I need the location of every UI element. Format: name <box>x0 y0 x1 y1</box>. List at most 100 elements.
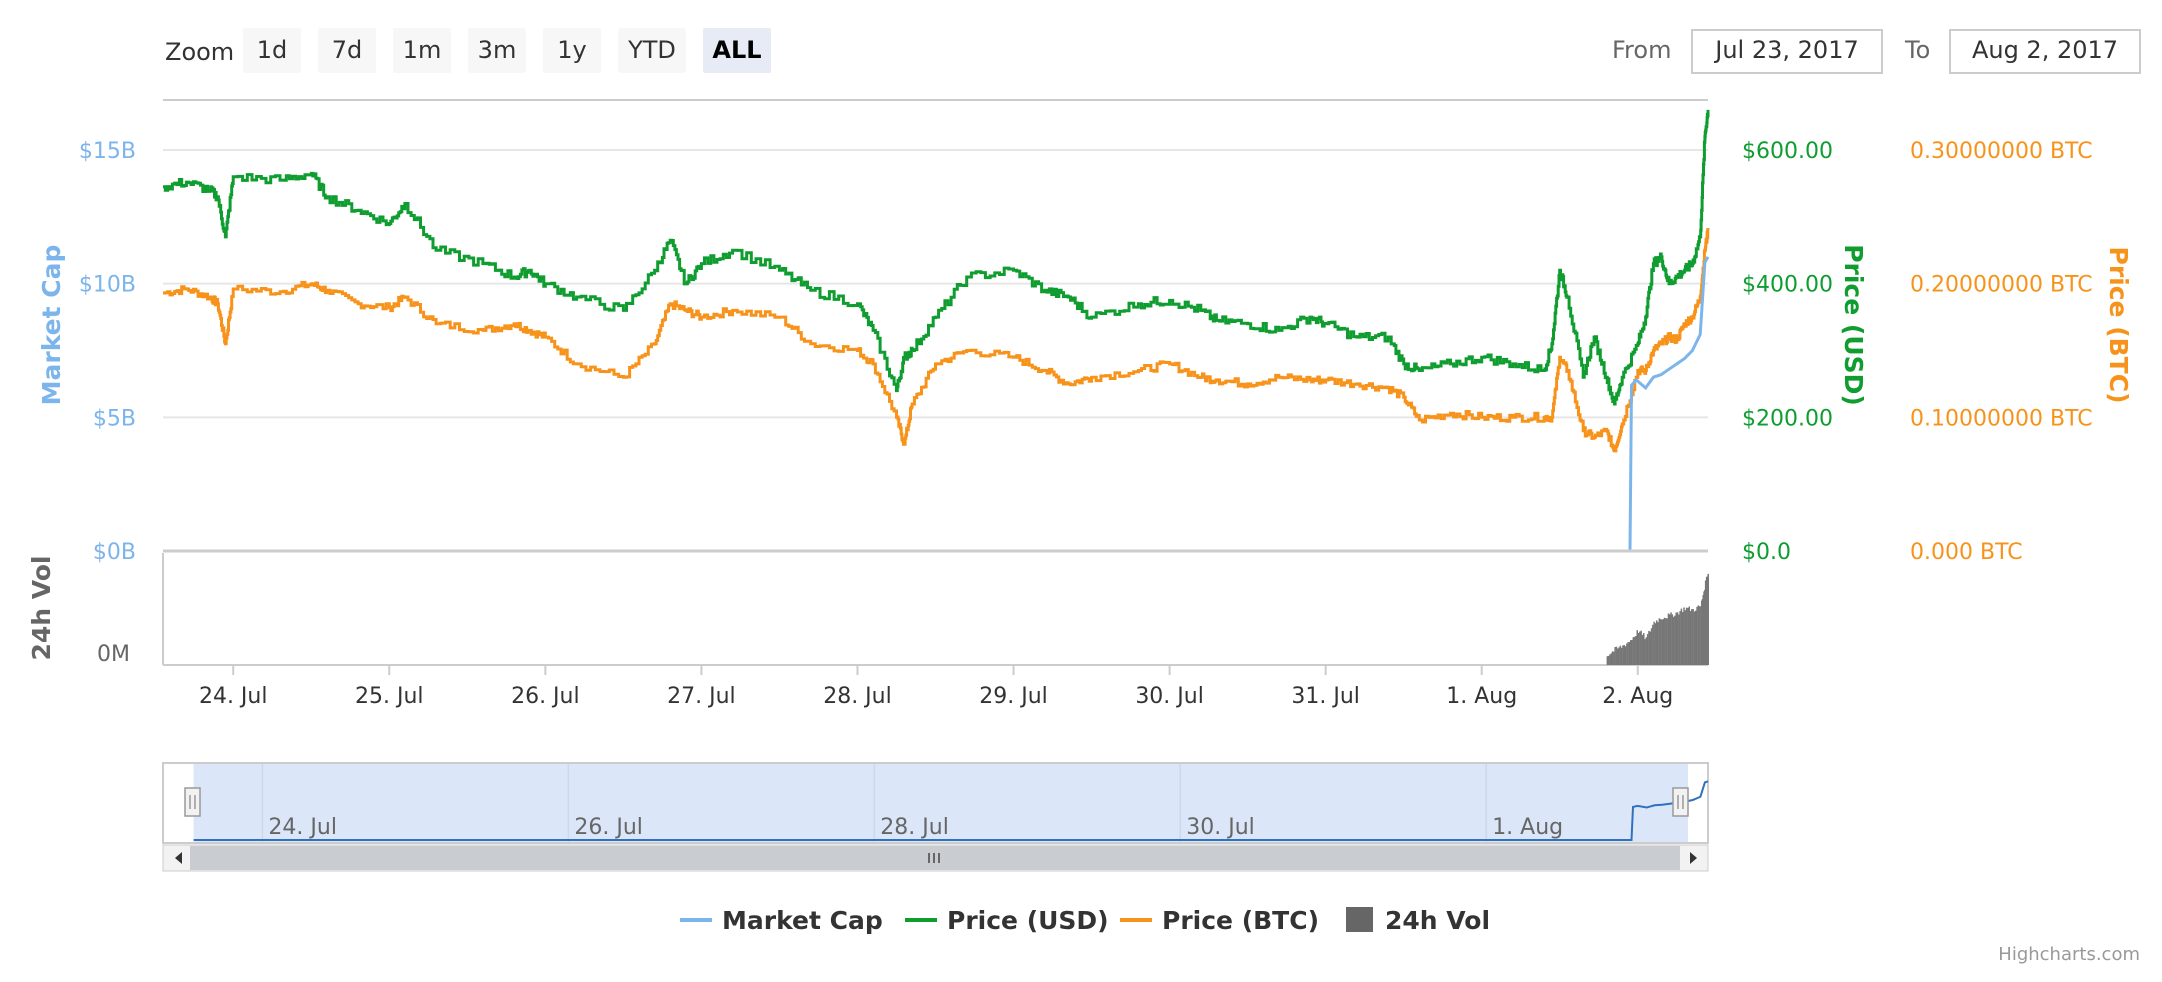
x-tick-label: 2. Aug <box>1602 684 1673 709</box>
navigator-handle-left[interactable] <box>184 787 201 817</box>
legend-label: Price (USD) <box>947 906 1109 935</box>
market-cap-axis-title: Market Cap <box>37 245 66 406</box>
volume-bar <box>1653 621 1655 665</box>
volume-bar <box>1683 607 1685 665</box>
x-tick-label: 29. Jul <box>979 684 1048 709</box>
volume-bar <box>1674 615 1676 665</box>
gridlines <box>163 149 1708 419</box>
volume-bar <box>1622 645 1624 665</box>
x-tick-label: 1. Aug <box>1446 684 1517 709</box>
volume-axis: 0M <box>97 642 130 667</box>
price-btc-axis-title: Price (BTC) <box>2104 246 2133 403</box>
volume-bar <box>1691 609 1693 665</box>
volume-pane: 24h Vol 0M <box>27 553 1709 667</box>
navigator-scrollbar[interactable] <box>162 844 1709 872</box>
volume-bar <box>1640 630 1642 665</box>
volume-bar <box>1661 619 1663 665</box>
volume-bar <box>1669 614 1671 665</box>
volume-bar <box>1670 612 1672 665</box>
zoom-button-label: 1y <box>557 36 586 64</box>
zoom-button-1d[interactable]: 1d <box>243 28 301 73</box>
navigator[interactable]: 24. Jul 26. Jul 28. Jul 30. Jul 1. Aug <box>162 762 1709 872</box>
scrollbar-thumb[interactable] <box>190 846 1680 870</box>
navigator-tick-label: 30. Jul <box>1186 815 1255 840</box>
legend-item-market-cap[interactable]: Market Cap <box>680 906 883 935</box>
zoom-button-label: 1m <box>403 36 442 64</box>
volume-bar <box>1654 623 1657 665</box>
volume-bar <box>1632 637 1635 665</box>
volume-bar <box>1626 643 1628 665</box>
highcharts-credit[interactable]: Highcharts.com <box>1998 944 2140 965</box>
zoom-button-1m[interactable]: 1m <box>393 28 451 73</box>
volume-bar <box>1679 611 1681 665</box>
market-cap-tick-label: $15B <box>79 139 136 164</box>
zoom-button-7d[interactable]: 7d <box>318 28 376 73</box>
zoom-button-ytd[interactable]: YTD <box>618 28 686 73</box>
zoom-button-1y[interactable]: 1y <box>543 28 601 73</box>
volume-bar <box>1624 646 1627 665</box>
volume-bar <box>1620 647 1623 665</box>
market-cap-series <box>163 256 1710 553</box>
volume-bar <box>1676 612 1679 665</box>
volume-bar <box>1650 628 1653 665</box>
volume-bar <box>1695 610 1697 665</box>
zoom-button-all[interactable]: ALL <box>703 28 771 73</box>
x-tick-label: 31. Jul <box>1291 684 1360 709</box>
volume-bar <box>1649 631 1651 665</box>
legend-label: 24h Vol <box>1385 906 1490 935</box>
legend-item-price-btc[interactable]: Price (BTC) <box>1120 906 1319 935</box>
zoom-button-label: 7d <box>332 36 363 64</box>
volume-bar <box>1633 636 1636 665</box>
price-btc-tick-label: 0.20000000 BTC <box>1910 273 2093 298</box>
x-tick-label: 24. Jul <box>199 684 268 709</box>
legend-item-price-usd[interactable]: Price (USD) <box>905 906 1109 935</box>
volume-bar <box>1696 606 1698 665</box>
price-usd-tick-label: $600.00 <box>1742 139 1833 164</box>
price-btc-axis: 0.000 BTC 0.10000000 BTC 0.20000000 BTC 0.3… <box>1910 139 2093 565</box>
zoom-button-3m[interactable]: 3m <box>468 28 526 73</box>
price-usd-tick-label: $200.00 <box>1742 406 1833 431</box>
to-date-input[interactable]: Aug 2, 2017 <box>1949 29 2141 74</box>
x-tick-label: 25. Jul <box>355 684 424 709</box>
price-usd-tick-label: $400.00 <box>1742 273 1833 298</box>
x-axis: 24. Jul 25. Jul 26. Jul 27. Jul 28. Jul 29. J… <box>199 665 1673 709</box>
volume-bar <box>1684 610 1687 665</box>
volume-bar <box>1665 618 1667 665</box>
market-cap-tick-label: $10B <box>79 273 136 298</box>
legend-square-symbol <box>1346 907 1373 932</box>
volume-bar <box>1631 640 1633 665</box>
navigator-tick-label: 28. Jul <box>880 815 949 840</box>
legend-label: Market Cap <box>722 906 883 935</box>
x-tick-label: 28. Jul <box>823 684 892 709</box>
volume-bar <box>1672 616 1675 665</box>
volume-bar <box>1630 640 1632 665</box>
volume-bar <box>1628 642 1631 665</box>
scroll-left-arrow-icon[interactable] <box>175 852 182 864</box>
price-usd-tick-label: $0.0 <box>1742 540 1791 565</box>
scroll-right-arrow-icon[interactable] <box>1690 852 1697 864</box>
volume-bar <box>1611 651 1614 665</box>
volume-bar <box>1700 606 1702 665</box>
legend-item-24h-vol[interactable]: 24h Vol <box>1346 906 1490 935</box>
volume-bar <box>1701 600 1703 665</box>
volume-bar <box>1697 605 1700 665</box>
price-btc-tick-label: 0.10000000 BTC <box>1910 406 2093 431</box>
navigator-handle-right[interactable] <box>1672 787 1689 817</box>
to-date-value: Aug 2, 2017 <box>1972 36 2118 64</box>
navigator-axis: 24. Jul 26. Jul 28. Jul 30. Jul 1. Aug <box>268 815 1563 840</box>
market-cap-axis: $0B $5B $10B $15B <box>79 139 136 565</box>
from-label: From <box>1612 36 1671 64</box>
volume-bar <box>1652 624 1654 665</box>
volume-bar <box>1703 591 1705 665</box>
navigator-tick-label: 26. Jul <box>574 815 643 840</box>
navigator-selected-range[interactable] <box>193 764 1689 842</box>
volume-bar <box>1685 607 1688 665</box>
volume-bar <box>1627 642 1629 665</box>
volume-bar <box>1698 606 1701 665</box>
from-date-input[interactable]: Jul 23, 2017 <box>1691 29 1883 74</box>
volume-bar <box>1692 609 1694 665</box>
range-selector: Zoom 1d 7d 1m 3m 1y YTD ALL From Jul 23, 2017 … <box>165 28 2141 74</box>
volume-bar <box>1687 608 1689 665</box>
volume-bar <box>1656 620 1658 665</box>
